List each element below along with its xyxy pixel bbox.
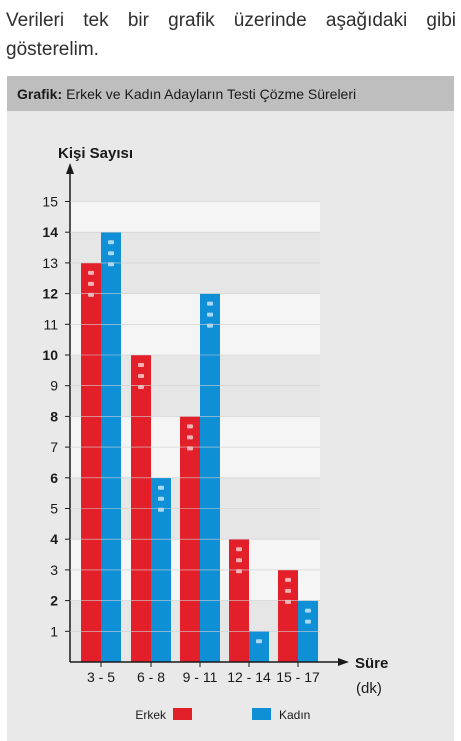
legend-swatch-kadin: [252, 708, 271, 720]
y-tick-label: 8: [50, 408, 58, 424]
bar-kadin: [249, 631, 269, 662]
y-tick-label: 4: [50, 531, 58, 547]
bar-dash: [108, 240, 114, 245]
intro-text: Verileri tek bir grafik üzerinde aşağıda…: [6, 10, 456, 60]
chart-title: Erkek ve Kadın Adayların Testi Çözme Sür…: [66, 85, 357, 102]
x-tick-label: 9 - 11: [183, 669, 218, 685]
y-tick-label: 11: [43, 316, 58, 332]
x-tick-label: 6 - 8: [137, 669, 165, 685]
y-tick-label: 15: [42, 194, 58, 210]
bar-dash: [158, 485, 164, 490]
chart-header-label: Grafik:: [17, 85, 63, 102]
y-axis-arrow: [66, 163, 74, 174]
bar-dash: [88, 281, 94, 286]
y-tick-label: 13: [42, 255, 58, 271]
bar-dash: [138, 374, 144, 378]
bar-dash: [187, 424, 193, 429]
y-tick-label: 12: [42, 286, 58, 302]
bar-dash: [285, 588, 291, 593]
bar-dash: [305, 619, 311, 624]
bar-erkek: [81, 262, 101, 662]
y-tick-label: 9: [50, 378, 58, 394]
bar-dash: [207, 312, 213, 317]
bar-dash: [256, 639, 262, 644]
bar-dash: [236, 547, 242, 552]
bar-dash: [207, 301, 213, 306]
bar-dash: [305, 608, 311, 613]
x-axis-label: Süre: [355, 655, 388, 672]
x-axis-arrow: [338, 658, 349, 666]
x-tick-label: 3 - 5: [87, 669, 115, 685]
y-tick-label: 14: [42, 224, 58, 240]
chart-header: Grafik: Erkek ve Kadın Adayların Testi Ç…: [7, 76, 454, 111]
bar-dash: [108, 262, 114, 267]
bar-dash: [285, 599, 291, 604]
bar-dash: [108, 251, 114, 256]
y-tick-label: 3: [50, 562, 58, 578]
y-tick-label: 7: [50, 439, 58, 455]
y-tick-label: 5: [50, 501, 58, 517]
bar-dash: [207, 323, 213, 328]
y-tick-label: 1: [50, 623, 58, 639]
bar-erkek: [278, 569, 298, 662]
legend-swatch-erkek: [173, 708, 192, 720]
bar-dash: [158, 496, 164, 501]
legend-label-kadin: Kadın: [279, 708, 310, 722]
y-tick-label: 10: [42, 347, 58, 363]
bar-dash: [138, 363, 144, 367]
bar-dash: [236, 558, 242, 563]
grid-band: [70, 201, 320, 233]
bar-dash: [285, 577, 291, 582]
legend-label-erkek: Erkek: [135, 708, 167, 722]
x-tick-label: 15 - 17: [276, 669, 320, 685]
bar-dash: [187, 435, 193, 440]
x-axis-unit: (dk): [356, 680, 382, 697]
bar-dash: [88, 270, 94, 275]
y-tick-label: 2: [50, 593, 58, 609]
y-tick-label: 6: [50, 470, 58, 486]
x-tick-label: 12 - 14: [227, 669, 271, 685]
y-axis-label: Kişi Sayısı: [58, 145, 133, 162]
